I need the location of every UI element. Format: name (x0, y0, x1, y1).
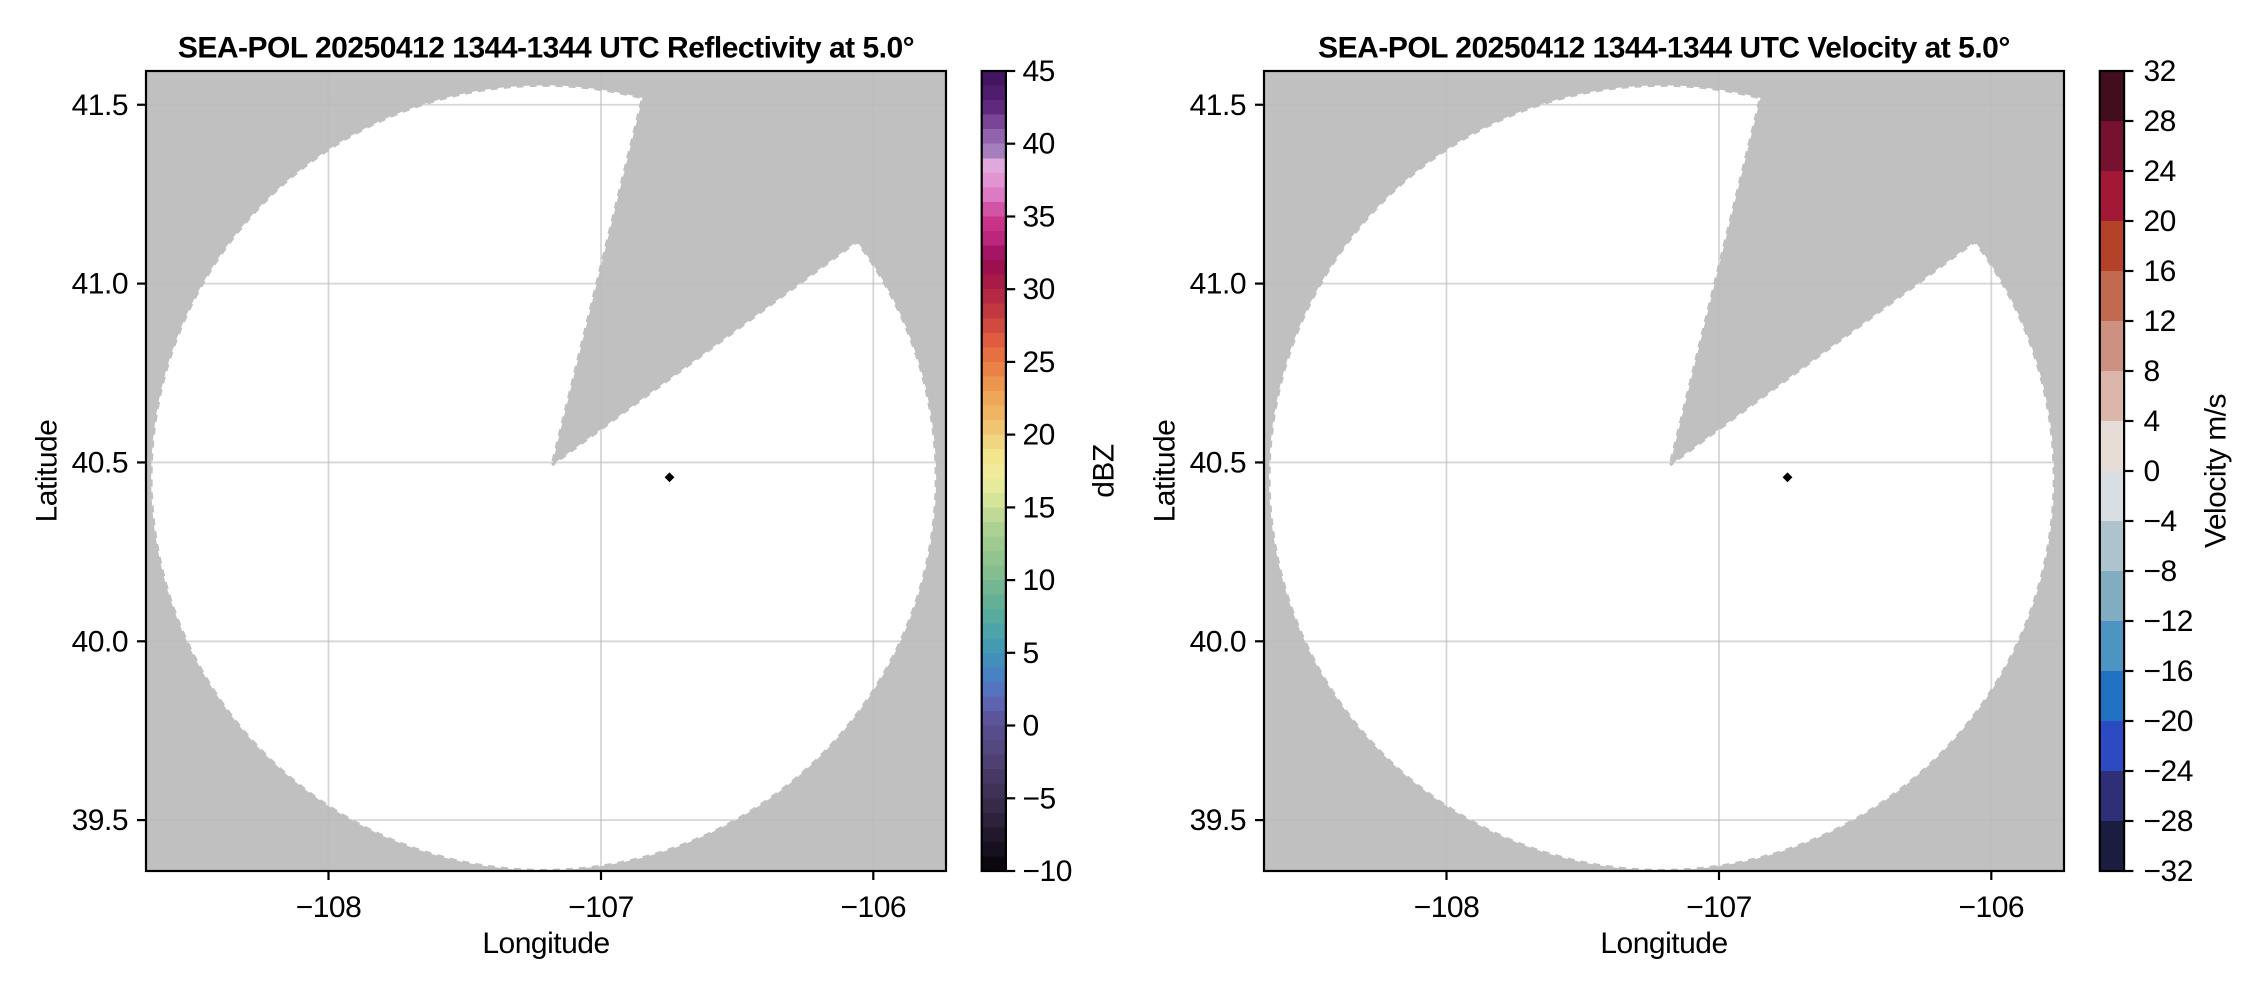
svg-text:SEA-POL 20250412 1344-1344 UTC: SEA-POL 20250412 1344-1344 UTC Reflectiv… (178, 32, 914, 65)
svg-text:−10: −10 (1023, 855, 1072, 888)
svg-text:0: 0 (2144, 455, 2160, 488)
svg-text:SEA-POL 20250412 1344-1344 UTC: SEA-POL 20250412 1344-1344 UTC Velocity … (1318, 32, 2010, 65)
svg-text:20: 20 (1023, 419, 1055, 452)
svg-text:−8: −8 (2144, 555, 2177, 588)
svg-text:5: 5 (1023, 637, 1039, 670)
svg-text:10: 10 (1023, 564, 1055, 597)
svg-text:−20: −20 (2144, 705, 2193, 738)
svg-text:45: 45 (1023, 55, 1055, 88)
svg-text:−28: −28 (2144, 805, 2193, 838)
svg-text:−24: −24 (2144, 755, 2193, 788)
svg-text:15: 15 (1023, 491, 1055, 524)
svg-text:24: 24 (2144, 155, 2176, 188)
svg-text:−12: −12 (2144, 605, 2193, 638)
svg-text:20: 20 (2144, 205, 2176, 238)
svg-text:−5: −5 (1023, 782, 1056, 815)
svg-text:16: 16 (2144, 255, 2176, 288)
svg-text:−4: −4 (2144, 505, 2177, 538)
svg-text:28: 28 (2144, 105, 2176, 138)
svg-text:−32: −32 (2144, 855, 2193, 888)
svg-text:32: 32 (2144, 55, 2176, 88)
svg-text:30: 30 (1023, 273, 1055, 306)
svg-text:8: 8 (2144, 355, 2160, 388)
svg-text:40: 40 (1023, 128, 1055, 161)
svg-text:Velocity m/s: Velocity m/s (2200, 394, 2233, 548)
svg-text:−16: −16 (2144, 655, 2193, 688)
svg-text:4: 4 (2144, 405, 2160, 438)
svg-text:12: 12 (2144, 305, 2176, 338)
svg-text:25: 25 (1023, 346, 1055, 379)
svg-text:dBZ: dBZ (1088, 444, 1121, 498)
svg-text:0: 0 (1023, 710, 1039, 743)
svg-text:35: 35 (1023, 201, 1055, 234)
